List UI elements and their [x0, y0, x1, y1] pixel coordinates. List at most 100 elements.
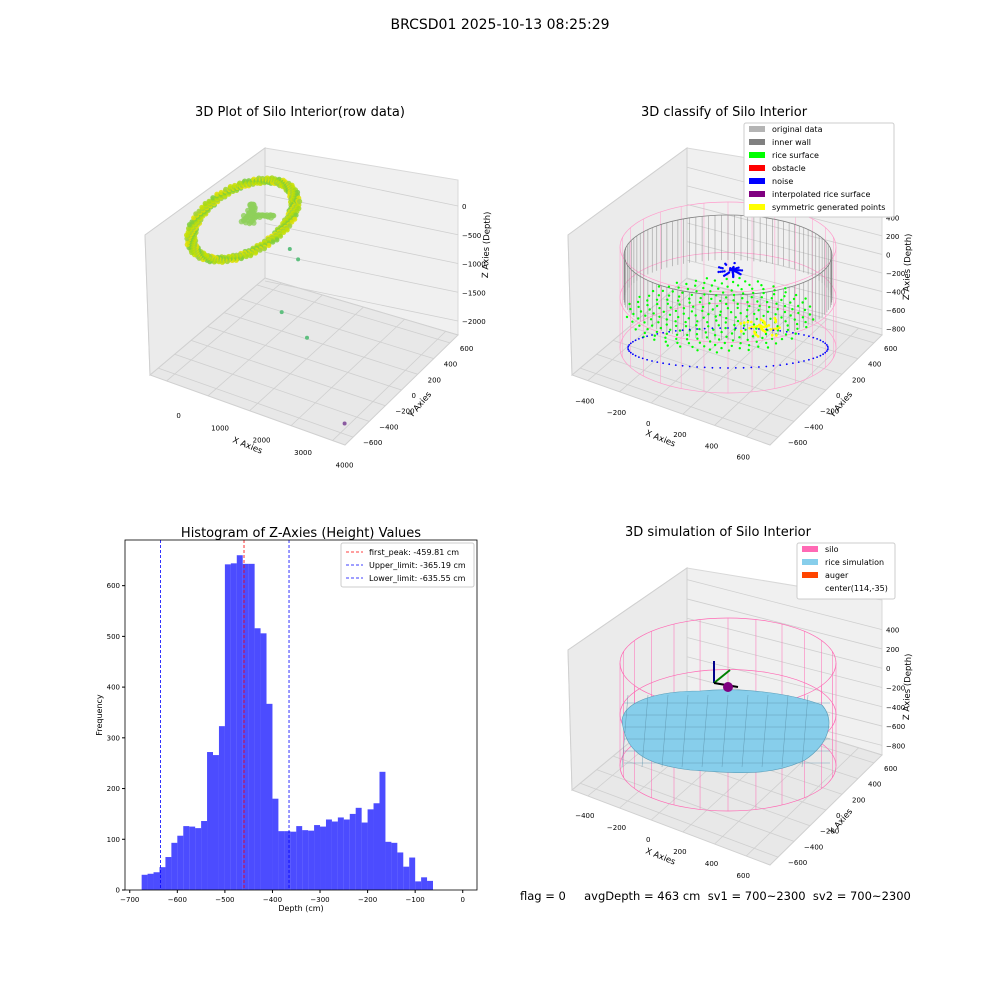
- rice-surface-point: [804, 320, 807, 324]
- noise-point: [719, 270, 722, 273]
- symmetric-point: [757, 323, 761, 327]
- axis-tick-label: 0: [886, 665, 890, 673]
- rice-surface-point: [703, 281, 706, 285]
- rice-surface-point: [772, 293, 776, 296]
- rice-surface-point: [703, 293, 706, 296]
- rice-surface-point: [742, 332, 745, 335]
- rice-surface-point: [632, 312, 635, 316]
- rice-surface-point: [702, 316, 705, 319]
- noise-point: [779, 330, 782, 332]
- rice-surface-point: [698, 301, 702, 304]
- rice-surface-point: [668, 313, 672, 316]
- histogram-bar: [147, 873, 154, 890]
- rice-surface-point: [766, 310, 770, 313]
- rice-surface-point: [685, 282, 688, 286]
- rice-surface-point: [794, 332, 797, 335]
- noise-point: [824, 351, 827, 354]
- rice-surface-point: [674, 324, 678, 328]
- rice-surface-point: [648, 308, 651, 311]
- histogram-bar: [337, 817, 344, 890]
- y-axis-label: Frequency: [95, 694, 104, 736]
- x-axis-label: Depth (cm): [278, 904, 323, 913]
- rice-surface-point: [649, 318, 653, 321]
- noise-point: [792, 331, 794, 334]
- histogram-bar: [224, 564, 231, 890]
- symmetric-point: [755, 325, 759, 328]
- noise-point: [627, 347, 629, 349]
- x-tick-label: −400: [263, 896, 282, 904]
- noise-point: [717, 266, 721, 269]
- rice-surface-point: [740, 288, 743, 291]
- noise-point: [772, 364, 775, 367]
- rice-surface-point: [653, 334, 656, 337]
- rice-surface-point: [699, 296, 702, 300]
- rice-surface-point: [695, 290, 698, 293]
- rice-surface-point: [688, 301, 691, 304]
- axis-tick-label: 600: [884, 345, 897, 353]
- x-tick-label: −100: [406, 896, 425, 904]
- symmetric-point: [773, 316, 777, 320]
- axis-tick-label: 3000: [294, 449, 312, 457]
- rice-surface-point: [731, 339, 735, 342]
- axis-tick-label: −200: [395, 408, 414, 416]
- histogram-bar: [171, 842, 178, 890]
- center-marker: [723, 682, 733, 692]
- noise-point: [719, 327, 722, 329]
- symmetric-point: [742, 321, 746, 324]
- noise-point: [721, 267, 724, 270]
- noise-point: [750, 327, 753, 330]
- axis-tick-label: −600: [886, 307, 905, 315]
- rice-surface-point: [747, 344, 751, 347]
- rice-surface-point: [795, 322, 799, 326]
- axis-tick-label: −400: [886, 289, 905, 297]
- histogram-bar: [207, 752, 213, 890]
- noise-point: [824, 342, 827, 345]
- noise-point: [740, 269, 744, 272]
- axis-tick-label: 400: [868, 361, 881, 369]
- noise-point: [758, 366, 760, 368]
- rice-surface-point: [752, 291, 755, 295]
- histogram-bar: [153, 872, 160, 890]
- grid-line: [596, 769, 795, 842]
- rice-surface-point: [803, 308, 807, 312]
- legend-swatch: [749, 165, 765, 171]
- rice-surface-point: [658, 315, 661, 318]
- rice-surface-point: [748, 283, 751, 287]
- rice-surface-point: [715, 294, 718, 297]
- rice-surface-point: [738, 276, 741, 280]
- histogram-bar: [373, 803, 380, 890]
- noise-point: [641, 336, 644, 339]
- noise-point: [730, 268, 734, 272]
- rice-surface-point: [720, 282, 724, 285]
- axis-tick-label: −400: [575, 398, 594, 406]
- rice-surface-point: [678, 329, 682, 332]
- rice-surface-point: [644, 314, 647, 317]
- y-tick-label: 0: [116, 887, 120, 895]
- rice-surface-point: [676, 341, 679, 345]
- rice-surface-point: [675, 281, 679, 284]
- grid-line: [612, 339, 811, 407]
- histogram-bar: [278, 831, 285, 890]
- grid-line: [686, 204, 883, 255]
- x-tick-label: −500: [215, 896, 234, 904]
- data-point: [281, 229, 287, 235]
- rice-surface-point: [709, 290, 712, 293]
- rice-surface-point: [784, 320, 787, 323]
- rice-surface-point: [713, 279, 717, 282]
- noise-point: [734, 367, 737, 369]
- axis-tick-label: 600: [737, 454, 750, 462]
- rice-surface-point: [665, 323, 668, 326]
- rice-surface-point: [741, 297, 744, 300]
- rice-surface-point: [791, 308, 794, 311]
- noise-point: [822, 340, 824, 343]
- histogram-bar: [248, 563, 255, 890]
- rice-surface-point: [801, 316, 805, 319]
- rice-surface-point: [656, 302, 659, 306]
- rice-surface-point: [677, 286, 680, 289]
- noise-point: [765, 328, 768, 331]
- noise-point: [816, 356, 818, 358]
- legend-label: first_peak: -459.81 cm: [369, 548, 459, 557]
- rice-surface-point: [783, 310, 787, 314]
- raw-data-3d-plot: 3D Plot of Silo Interior(row data) 0 1000…: [144, 105, 493, 469]
- rice-surface-point: [780, 337, 784, 341]
